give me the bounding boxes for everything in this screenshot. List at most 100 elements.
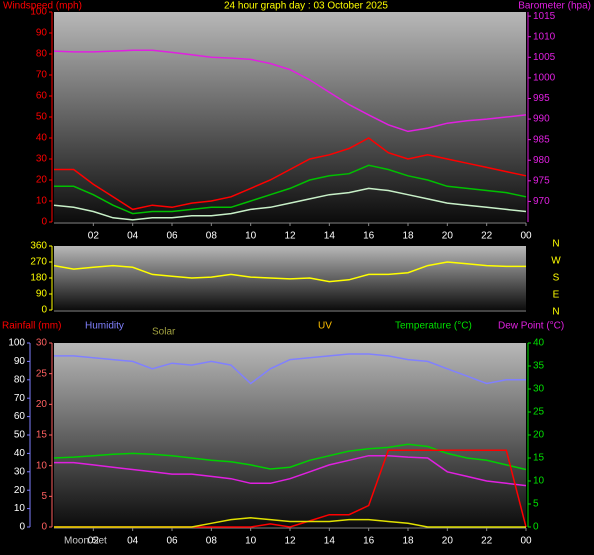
plot-background	[54, 343, 526, 527]
series-line	[53, 261, 526, 283]
x-tick-label: 10	[245, 231, 257, 242]
series-label: Rainfall (mm)	[2, 321, 61, 332]
y3-tick-label: 10	[36, 460, 48, 471]
series-label: Temperature (°C)	[395, 321, 472, 332]
series-line	[54, 353, 526, 385]
compass-label: E	[553, 290, 560, 301]
y3-tick-label: 0	[41, 522, 47, 533]
x-tick-label: 22	[481, 231, 493, 242]
y-tick-label: 360	[30, 241, 47, 252]
x-tick-label: 08	[206, 231, 218, 242]
x-tick-label: 00	[520, 536, 532, 547]
y-tick-label: 60	[14, 411, 26, 422]
y2-tick-label: 20	[533, 430, 545, 441]
compass-label: N	[552, 239, 559, 250]
y-tick-label: 100	[30, 7, 47, 18]
series-line	[53, 49, 527, 133]
y2-tick-label: 0	[533, 522, 539, 533]
x-tick-label: 18	[402, 536, 414, 547]
y-tick-label: 20	[14, 485, 26, 496]
y-tick-label: 70	[36, 70, 48, 81]
y2-tick-label: 5	[533, 499, 539, 510]
series-label: Dew Point (°C)	[498, 321, 564, 332]
x-tick-label: 16	[363, 231, 375, 242]
y-tick-label: 30	[36, 154, 48, 165]
x-tick-label: 16	[363, 536, 375, 547]
y2-tick-label: 10	[533, 476, 545, 487]
y3-tick-label: 20	[36, 399, 48, 410]
series-label: Humidity	[85, 321, 124, 332]
y-tick-label: 10	[14, 503, 26, 514]
y-tick-label: 0	[41, 305, 47, 316]
series-label: UV	[318, 321, 332, 332]
series-line	[54, 454, 527, 487]
compass-label: N	[552, 307, 559, 318]
y-tick-label: 0	[19, 522, 25, 533]
y-tick-label: 70	[14, 393, 26, 404]
y-tick-label: 60	[36, 91, 48, 102]
y-tick-label: 100	[8, 338, 25, 349]
x-tick-label: 04	[127, 536, 139, 547]
y2-tick-label: 995	[533, 93, 550, 104]
series-line	[54, 137, 527, 211]
x-tick-label: 08	[206, 536, 218, 547]
y-tick-label: 20	[36, 175, 48, 186]
y-tick-label: 30	[14, 466, 26, 477]
x-tick-label: 14	[324, 231, 336, 242]
y2-tick-label: 980	[533, 155, 550, 166]
x-tick-label: 06	[166, 536, 178, 547]
y-tick-label: 90	[36, 289, 48, 300]
y-tick-label: 0	[41, 217, 47, 228]
plot-background	[54, 246, 526, 310]
y2-tick-label: 1015	[533, 11, 556, 22]
y-tick-label: 10	[36, 196, 48, 207]
y2-tick-label: 970	[533, 196, 550, 207]
series-line	[54, 517, 526, 528]
y3-tick-label: 30	[36, 338, 48, 349]
x-tick-label: 20	[442, 536, 454, 547]
series-line	[54, 164, 527, 215]
x-tick-label: 10	[245, 536, 257, 547]
y-tick-label: 50	[36, 112, 48, 123]
y3-tick-label: 5	[41, 491, 47, 502]
x-tick-label: 02	[88, 536, 100, 547]
x-tick-label: 12	[284, 231, 296, 242]
y3-tick-label: 25	[36, 368, 48, 379]
x-tick-label: 20	[442, 231, 454, 242]
y2-tick-label: 990	[533, 114, 550, 125]
y2-tick-label: 25	[533, 407, 545, 418]
x-tick-label: 14	[324, 536, 336, 547]
series-line	[53, 443, 527, 471]
y2-tick-label: 30	[533, 384, 545, 395]
y-tick-label: 80	[14, 374, 26, 385]
y2-tick-label: 15	[533, 453, 545, 464]
y3-tick-label: 15	[36, 430, 48, 441]
series-label: Solar	[152, 327, 176, 338]
x-tick-label: 18	[402, 231, 414, 242]
y2-tick-label: 985	[533, 134, 550, 145]
chart-title: 24 hour graph day : 03 October 2025	[224, 1, 388, 12]
x-tick-label: 22	[481, 536, 493, 547]
y2-tick-label: 35	[533, 361, 545, 372]
y2-tick-label: 1005	[533, 52, 556, 63]
x-tick-label: 04	[127, 231, 139, 242]
y-tick-label: 50	[14, 430, 26, 441]
y-tick-label: 40	[36, 133, 48, 144]
y-tick-label: 90	[14, 356, 26, 367]
y2-tick-label: 1000	[533, 73, 556, 84]
plot-background	[54, 12, 526, 222]
y2-tick-label: 40	[533, 338, 545, 349]
x-tick-label: 00	[520, 231, 532, 242]
y2-axis-label: Barometer (hpa)	[518, 1, 591, 12]
y2-tick-label: 975	[533, 175, 550, 186]
y-axis-label: Windspeed (mph)	[3, 1, 82, 12]
y-tick-label: 180	[30, 273, 47, 284]
y2-tick-label: 1010	[533, 31, 556, 42]
series-line	[53, 187, 527, 221]
x-tick-label: 12	[284, 536, 296, 547]
y-tick-label: 90	[36, 28, 48, 39]
y-tick-label: 80	[36, 49, 48, 60]
x-tick-label: 02	[88, 231, 100, 242]
